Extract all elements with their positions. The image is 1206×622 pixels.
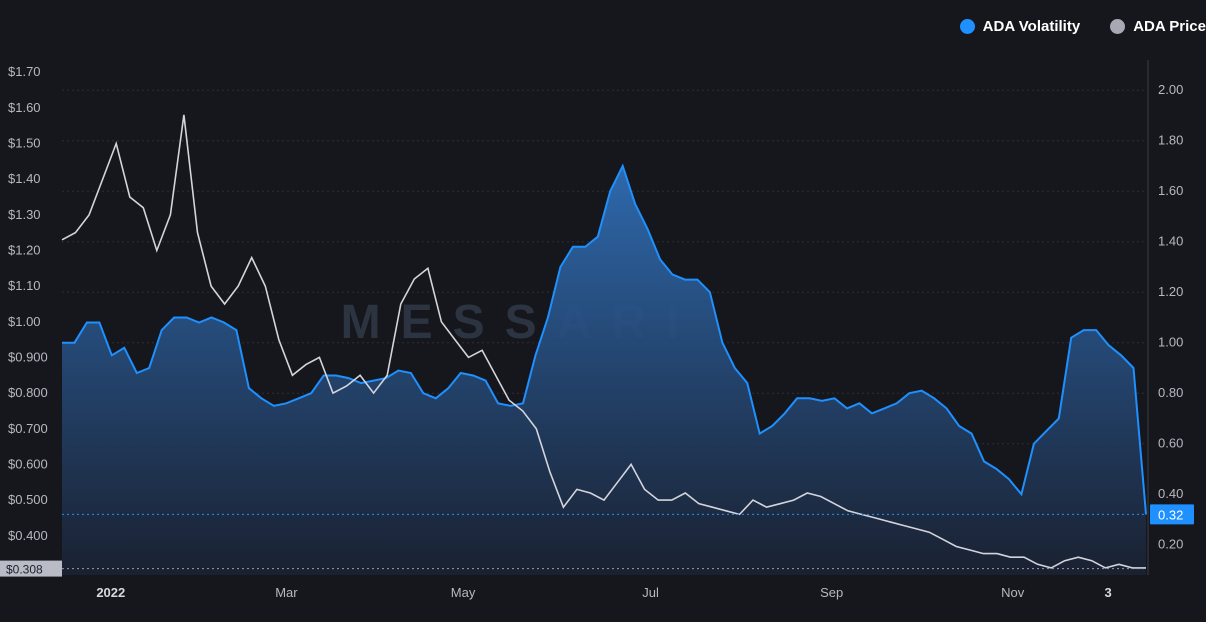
volatility-dot-icon: [959, 19, 975, 34]
left-tick-label: $1.10: [8, 278, 41, 293]
legend: ADA Volatility ADA Price: [959, 18, 1206, 35]
left-axis: $1.70 $1.60 $1.50 $1.40 $1.30 $1.20 $1.10 $1.00…: [8, 64, 48, 543]
right-tick-label: 2.00: [1158, 82, 1183, 97]
right-axis: 2.00 1.80 1.60 1.40 1.20 1.00 0.80 0.60 0.40 0.20: [1158, 82, 1183, 551]
left-tick-label: $1.00: [8, 314, 41, 329]
right-tick-label: 0.40: [1158, 486, 1183, 501]
legend-item-volatility[interactable]: ADA Volatility: [959, 18, 1081, 35]
left-tick-label: $0.500: [8, 492, 48, 507]
volatility-current-label: 0.32: [1158, 507, 1183, 522]
x-tick-label: 3: [1104, 585, 1111, 600]
volatility-current-badge: [1150, 504, 1194, 525]
left-tick-label: $0.400: [8, 528, 48, 543]
series-group: [61, 114, 1147, 575]
right-tick-label: 0.20: [1158, 537, 1183, 552]
left-tick-label: $0.900: [8, 349, 48, 364]
current-markers: 0.32 $0.308: [0, 504, 1194, 577]
left-tick-label: $1.50: [8, 135, 41, 150]
left-tick-label: $0.800: [8, 385, 48, 400]
left-tick-label: $1.60: [8, 100, 41, 115]
volatility-line: [62, 163, 1147, 515]
right-tick-label: 1.20: [1158, 284, 1183, 299]
legend-item-price[interactable]: ADA Price: [1110, 18, 1206, 35]
left-tick-label: $1.30: [8, 207, 41, 222]
left-tick-label: $0.600: [8, 456, 48, 471]
x-tick-label: May: [451, 585, 476, 600]
right-tick-label: 1.40: [1158, 234, 1183, 249]
x-tick-label: Nov: [1001, 585, 1025, 600]
left-tick-label: $1.70: [8, 64, 41, 79]
x-tick-label: Jul: [642, 585, 659, 600]
right-tick-label: 1.80: [1158, 133, 1183, 148]
x-tick-label: Mar: [275, 585, 298, 600]
left-tick-label: $1.20: [8, 242, 41, 257]
price-current-label: $0.308: [6, 563, 43, 577]
left-tick-label: $0.700: [8, 421, 48, 436]
price-line: [61, 114, 1146, 569]
right-tick-label: 0.80: [1158, 385, 1183, 400]
legend-label-price: ADA Price: [1133, 18, 1206, 35]
x-axis: 2022 Mar May Jul Sep Nov 3: [96, 585, 1111, 600]
x-tick-label: 2022: [96, 585, 125, 600]
x-tick-label: Sep: [820, 585, 843, 600]
right-tick-label: 1.00: [1158, 335, 1183, 350]
right-tick-label: 0.60: [1158, 436, 1183, 451]
price-dot-icon: [1110, 19, 1126, 34]
right-tick-label: 1.60: [1158, 183, 1183, 198]
left-tick-label: $1.40: [8, 171, 41, 186]
legend-label-volatility: ADA Volatility: [982, 18, 1081, 35]
volatility-area: [62, 166, 1146, 575]
price-current-badge: [0, 560, 62, 577]
